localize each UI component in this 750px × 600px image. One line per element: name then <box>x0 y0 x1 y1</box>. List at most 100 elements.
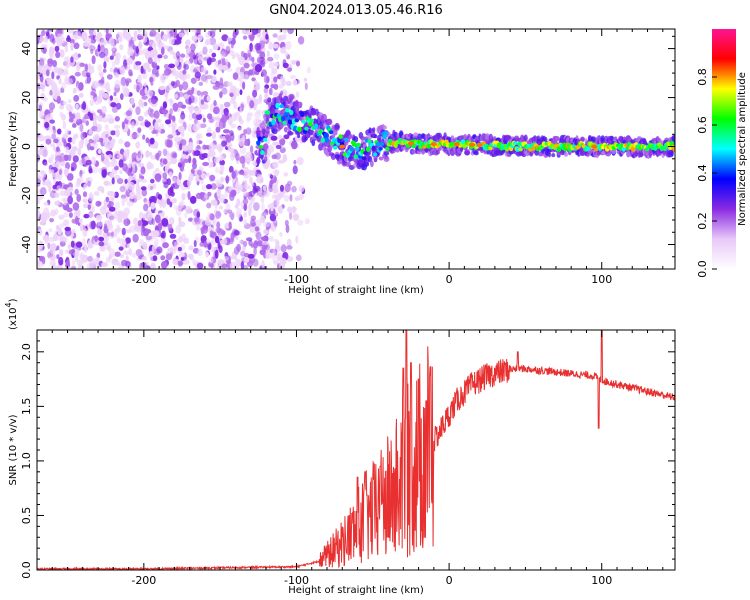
spectrogram-noise-speck <box>205 251 209 258</box>
spectrogram-noise-speck <box>243 240 248 247</box>
spectrogram-noise-speck <box>55 200 61 206</box>
spectrogram-noise-speck <box>87 255 93 262</box>
spectrogram-noise-speck <box>93 30 97 36</box>
spectrogram-noise-speck <box>240 261 245 269</box>
spectrogram-noise-speck <box>43 35 49 43</box>
spectrogram-noise-speck <box>271 67 278 75</box>
spectrogram-noise-speck <box>163 63 170 70</box>
spectrogram-y-axis: -40 -20 0 20 40 <box>20 35 675 270</box>
spectrogram-noise-speck <box>176 178 180 185</box>
spectrogram-noise-speck <box>246 112 252 121</box>
spectrogram-noise-speck <box>211 131 216 140</box>
spectrogram-noise-speck <box>292 213 300 221</box>
spectrogram-noise-speck <box>121 227 127 236</box>
spectrogram-noise-speck <box>70 42 74 51</box>
spectrogram-noise-speck <box>249 218 256 227</box>
spectrogram-noise-speck <box>139 262 143 269</box>
spectrogram-noise-speck <box>71 167 74 172</box>
spectrogram-noise-speck <box>44 121 50 129</box>
spectrogram-noise-speck <box>158 85 166 91</box>
spectrogram-noise-speck <box>85 159 92 166</box>
spectrogram-noise-speck <box>297 36 305 45</box>
spectrogram-noise-speck <box>74 71 81 77</box>
spectrogram-noise-speck <box>184 60 191 65</box>
spectrogram-noise-speck <box>91 55 96 65</box>
spectrogram-noise-speck <box>233 229 240 236</box>
spectrogram-noise-speck <box>101 105 107 114</box>
spectrogram-signal-core <box>662 145 668 151</box>
spectrogram-noise-speck <box>243 211 247 218</box>
spectrogram-signal-halo <box>334 124 340 129</box>
spectrogram-noise-speck <box>141 95 148 100</box>
spectrogram-noise-speck <box>95 214 103 220</box>
spectrogram-noise-speck <box>190 77 197 84</box>
spectrogram-noise-speck <box>73 42 80 50</box>
spectrogram-noise-speck <box>150 195 157 204</box>
spectrogram-noise-speck <box>267 56 274 62</box>
spectrogram-noise-speck <box>213 116 220 121</box>
spectrogram-noise-speck <box>124 178 128 184</box>
spectrogram-noise-speck <box>109 172 114 179</box>
spectrogram-noise-speck <box>91 156 97 166</box>
spectrogram-noise-speck <box>291 60 297 65</box>
spectrogram-noise-speck <box>109 55 114 60</box>
spectrogram-noise-speck <box>227 81 233 87</box>
spectrogram-noise-speck <box>202 46 208 55</box>
spectrogram-noise-speck <box>127 46 133 51</box>
spectrogram-noise-speck <box>224 45 232 51</box>
svg-text:(x104): (x104) <box>4 298 19 330</box>
spectrogram-noise-speck <box>104 81 110 91</box>
spectrogram-noise-speck <box>186 253 194 259</box>
spectrogram-noise-speck <box>174 93 178 99</box>
spectrogram-signal-core <box>287 119 293 125</box>
spectrogram-noise-speck <box>242 81 246 90</box>
spectrogram-noise-speck <box>259 215 266 224</box>
spectrogram-noise-speck <box>303 77 308 82</box>
spectrogram-noise-speck <box>156 65 160 70</box>
spectrogram-noise-speck <box>66 266 72 269</box>
spectrogram-noise-speck <box>201 103 209 110</box>
spectrogram-noise-speck <box>194 106 202 115</box>
colorbar-tick-label: 0.8 <box>696 68 709 86</box>
spectrogram-signal-core <box>275 102 280 109</box>
spectrogram-noise-speck <box>237 127 242 132</box>
spectrogram-noise-speck <box>82 198 88 203</box>
spectrogram-noise-speck <box>135 249 143 257</box>
spectrogram-noise-speck <box>52 60 57 68</box>
spectrogram-noise-speck <box>147 107 152 116</box>
spectrogram-noise-speck <box>208 257 214 264</box>
spectrogram-signal-halo <box>284 126 288 133</box>
spectrogram-noise-speck <box>203 241 208 248</box>
spectrogram-noise-speck <box>195 223 201 231</box>
spectrogram-noise-speck <box>165 253 173 261</box>
spectrogram-noise-speck <box>256 175 264 184</box>
spectrogram-noise-speck <box>211 52 217 58</box>
spectrogram-noise-speck <box>228 221 232 229</box>
spectrogram-signal-halo <box>544 136 548 143</box>
colorbar-bar <box>712 29 736 269</box>
spectrogram-noise-speck <box>62 120 66 130</box>
x-tick-label: 100 <box>591 574 612 587</box>
spectrogram-noise-speck <box>272 188 279 194</box>
spectrogram-noise-speck <box>246 159 250 166</box>
spectrogram-noise-speck <box>282 46 287 51</box>
spectrogram-noise-speck <box>283 194 290 202</box>
spectrogram-noise-speck <box>59 49 65 58</box>
spectrogram-noise-speck <box>114 116 120 122</box>
spectrogram-noise-speck <box>55 51 61 58</box>
spectrogram-noise-speck <box>183 94 190 100</box>
spectrogram-noise-speck <box>261 203 265 212</box>
spectrogram-noise-speck <box>272 43 279 49</box>
spectrogram-noise-speck <box>272 249 276 257</box>
spectrogram-noise-speck <box>91 125 98 132</box>
spectrogram-noise-speck <box>287 29 294 35</box>
spectrogram-noise-speck <box>56 37 63 47</box>
spectrogram-noise-speck <box>204 192 208 199</box>
spectrogram-noise-speck <box>77 264 82 269</box>
spectrogram-noise-speck <box>243 184 250 190</box>
spectrogram-noise-speck <box>58 29 64 35</box>
spectrogram-noise-speck <box>149 76 154 83</box>
spectrogram-noise-speck <box>43 201 49 206</box>
spectrogram-noise-speck <box>235 111 240 117</box>
spectrogram-noise-speck <box>223 101 231 108</box>
